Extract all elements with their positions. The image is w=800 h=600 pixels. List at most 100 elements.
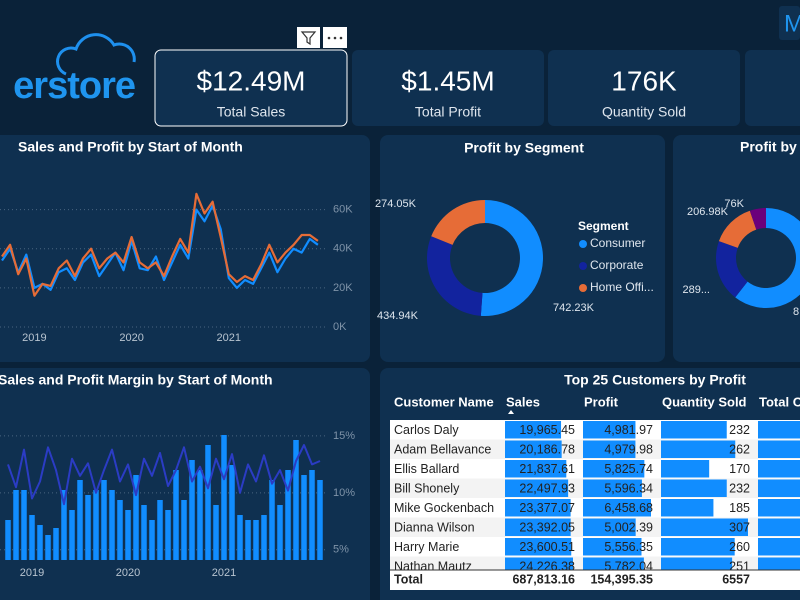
data-bar [661,538,735,556]
cell-value: 262 [729,443,750,457]
bar [293,440,299,560]
y-tick-label: 10% [333,487,355,499]
y-tick-label: 20K [333,282,353,294]
bar [197,470,203,560]
legend-label: Home Offi... [590,280,654,294]
cell-value: 232 [729,482,750,496]
data-label: 8 [793,306,799,318]
data-bar [661,421,727,439]
column-header: Customer Name [394,394,494,409]
bar [133,475,139,560]
cell-value: 170 [729,462,750,476]
table-title: Top 25 Customers by Profit [564,372,746,388]
line-series [7,444,321,506]
legend-marker [579,240,587,248]
donut-slice [480,200,543,316]
donut-slice [431,200,485,245]
cell-value: 5,825.74 [604,462,653,476]
bar [61,490,67,560]
row-label: Ellis Ballard [394,462,459,476]
bar [69,510,75,560]
cell-value: 185 [729,501,750,515]
data-bar [505,421,562,439]
bar [181,500,187,560]
bar [189,460,195,560]
cropped-bar [758,440,800,458]
legend-title: Segment [578,219,629,233]
row-label: Mike Gockenbach [394,501,494,515]
column-header: Profit [584,394,619,409]
legend-label: Corporate [590,258,644,272]
bar [261,515,267,560]
bar [5,520,11,560]
data-label: 76K [724,198,744,210]
x-tick-label: 2019 [22,332,46,344]
data-label: 434.94K [377,310,419,322]
bar [253,520,259,560]
kpi-label: Quantity Sold [602,104,686,120]
kpi-card [548,50,740,126]
data-label: 274.05K [375,198,417,210]
row-label: Carlos Daly [394,423,459,437]
data-bar [505,518,571,536]
legend-label: Consumer [590,236,645,250]
column-header: Total O [759,394,800,409]
corner-button[interactable] [779,6,800,40]
data-label: 742.23K [553,302,595,314]
bar [13,490,19,560]
data-bar [583,499,651,517]
data-bar [583,440,636,458]
filter-button[interactable] [297,27,320,48]
cell-value: 4,979.98 [604,443,653,457]
y-tick-label: 40K [333,243,353,255]
kpi-label: Total Profit [415,104,481,120]
bar [317,480,323,560]
bar [285,470,291,560]
cropped-bar [758,499,800,517]
chart-title: Profit by S [740,139,800,155]
bar [125,510,131,560]
x-tick-label: 2020 [116,567,140,579]
data-label: 206.98K [687,206,729,218]
cell-value: 260 [729,540,750,554]
bar [309,470,315,560]
logo-cloud [56,33,136,76]
bar [141,505,147,560]
cell-value: 23,600.51 [519,540,575,554]
cropped-bar [758,460,800,478]
data-bar [661,479,727,497]
data-bar [505,440,562,458]
bar [229,465,235,560]
x-tick-label: 2021 [217,332,241,344]
more-icon [327,36,343,40]
cell-value: 5,596.34 [604,482,653,496]
cell-value: 687,813.16 [512,572,575,586]
cell-value: 23,377.07 [519,501,575,515]
donut-slice [427,236,483,316]
cell-value: 307 [729,521,750,535]
bar [301,475,307,560]
data-bar [583,479,642,497]
cell-value: 232 [729,423,750,437]
kpi-label: Total Sales [217,104,285,120]
data-bar [583,518,636,536]
bar [21,490,27,560]
total-row [390,570,800,590]
bar [29,515,35,560]
bar [205,445,211,560]
row-label: Dianna Wilson [394,521,475,535]
cropped-bar [758,421,800,439]
column-header: Sales [506,394,540,409]
data-bar [661,440,736,458]
bar [85,495,91,560]
data-bar [583,538,642,556]
data-bar [505,479,569,497]
cropped-bar [758,479,800,497]
x-tick-label: 2019 [20,567,44,579]
cell-value: 20,186.78 [519,443,575,457]
row-label: Total [394,572,423,586]
chart-title: Sales and Profit by Start of Month [18,139,243,155]
row-label: Bill Shonely [394,482,460,496]
bar [173,470,179,560]
